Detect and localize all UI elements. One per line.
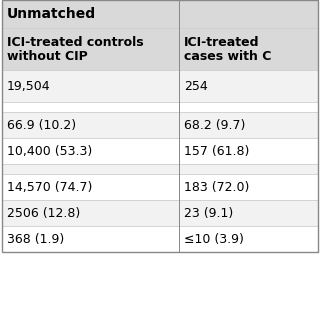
Bar (179, 226, 318, 252)
Bar (179, 174, 318, 200)
Text: ≤10 (3.9): ≤10 (3.9) (184, 233, 244, 245)
Text: 23 (9.1): 23 (9.1) (184, 206, 233, 220)
Text: 157 (61.8): 157 (61.8) (184, 145, 249, 157)
Text: cases with C: cases with C (184, 50, 271, 62)
Bar (2, 200, 179, 226)
Bar (179, 138, 318, 164)
Text: 68.2 (9.7): 68.2 (9.7) (184, 118, 245, 132)
Bar (2, 226, 179, 252)
Bar (2, 112, 179, 138)
Bar (179, 164, 318, 174)
Bar (2, 138, 179, 164)
Bar (179, 112, 318, 138)
Bar (2, 102, 179, 112)
Text: Unmatched: Unmatched (7, 7, 96, 21)
Text: 14,570 (74.7): 14,570 (74.7) (7, 180, 92, 194)
Text: without CIP: without CIP (7, 50, 88, 62)
Text: 183 (72.0): 183 (72.0) (184, 180, 249, 194)
Bar (2, 174, 179, 200)
Bar (2, 0, 318, 252)
Text: 2506 (12.8): 2506 (12.8) (7, 206, 80, 220)
Bar (2, 164, 179, 174)
Bar (179, 70, 318, 102)
Text: 254: 254 (184, 79, 208, 92)
Bar (2, 28, 179, 70)
Bar (179, 102, 318, 112)
Text: 10,400 (53.3): 10,400 (53.3) (7, 145, 92, 157)
Text: 19,504: 19,504 (7, 79, 51, 92)
Bar (179, 28, 318, 70)
Bar (179, 200, 318, 226)
Text: ICI-treated: ICI-treated (184, 36, 260, 49)
Text: 368 (1.9): 368 (1.9) (7, 233, 64, 245)
Bar (2, 70, 179, 102)
Bar (2, 0, 318, 28)
Text: 66.9 (10.2): 66.9 (10.2) (7, 118, 76, 132)
Text: ICI-treated controls: ICI-treated controls (7, 36, 144, 49)
